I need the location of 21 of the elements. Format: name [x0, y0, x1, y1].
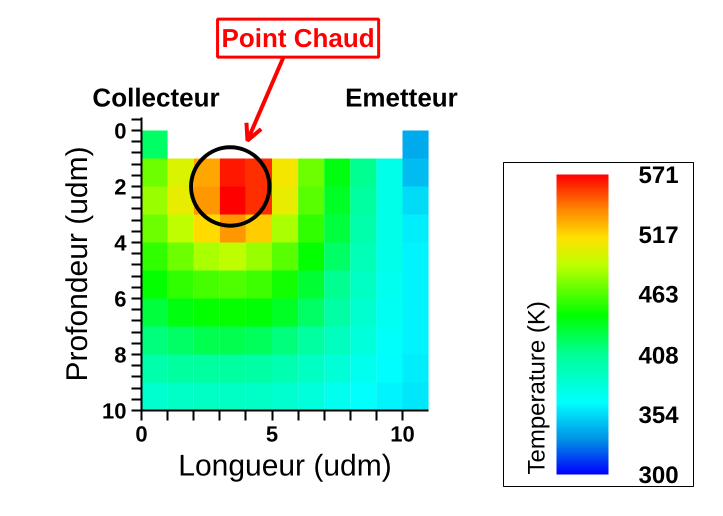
color-bar-label: 517 — [638, 222, 679, 249]
text: Point Chaud — [222, 23, 375, 54]
y-axis-title: Profondeur (udm) — [61, 146, 94, 382]
color-bar-label: 300 — [638, 462, 679, 489]
y-tick-label: 10 — [102, 398, 127, 424]
text: Emetteur — [345, 82, 458, 112]
color-bar-label: 571 — [638, 162, 679, 189]
y-tick-label: 8 — [114, 342, 127, 368]
color-bar-label: 408 — [638, 342, 679, 370]
x-axis-title: Longueur (udm) — [178, 450, 392, 482]
x-tick-label: 10 — [390, 422, 415, 446]
y-tick-label: 0 — [114, 118, 127, 144]
text: Collecteur — [92, 82, 220, 112]
x-tick-label: 5 — [266, 422, 278, 446]
y-tick-label: 4 — [114, 230, 128, 256]
color-bar-label: 354 — [638, 402, 680, 430]
x-tick-label: 0 — [135, 422, 148, 446]
y-tick-label: 6 — [114, 286, 127, 312]
color-bar-title: Temperature (K) — [524, 301, 550, 474]
y-tick-label: 2 — [114, 174, 127, 200]
color-bar-label: 463 — [638, 282, 679, 309]
